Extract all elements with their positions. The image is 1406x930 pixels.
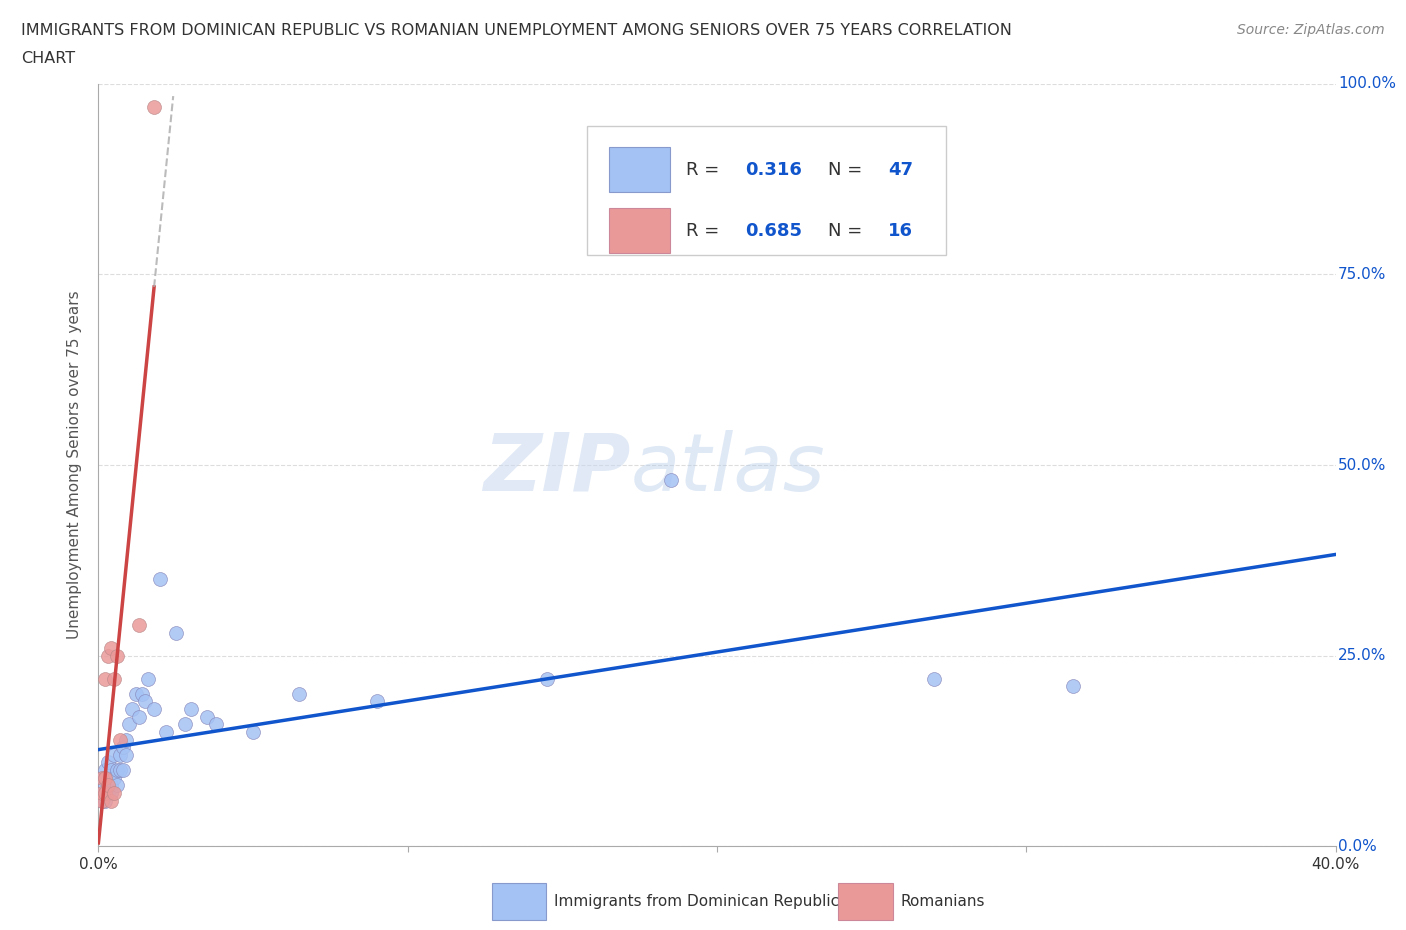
Point <box>134 694 156 709</box>
Point <box>90 770 112 785</box>
Point <box>536 671 558 686</box>
Point <box>105 648 128 663</box>
Point <box>100 793 122 808</box>
Point <box>143 100 166 114</box>
Point <box>97 777 120 792</box>
Text: R =: R = <box>686 161 725 179</box>
Point <box>93 786 115 801</box>
Point <box>149 572 172 587</box>
Point <box>90 793 112 808</box>
Point <box>112 739 135 754</box>
Y-axis label: Unemployment Among Seniors over 75 years: Unemployment Among Seniors over 75 years <box>67 291 83 639</box>
Point <box>131 686 153 701</box>
Text: 47: 47 <box>887 161 912 179</box>
Point <box>922 671 945 686</box>
Text: 75.0%: 75.0% <box>1339 267 1386 282</box>
Point <box>105 777 128 792</box>
Point <box>93 786 115 801</box>
Point <box>100 777 122 792</box>
Point <box>180 701 202 716</box>
FancyBboxPatch shape <box>492 883 547 920</box>
FancyBboxPatch shape <box>609 208 671 253</box>
Text: Immigrants from Dominican Republic: Immigrants from Dominican Republic <box>554 894 839 909</box>
Text: 0.685: 0.685 <box>745 221 803 240</box>
Point <box>242 724 264 739</box>
Text: N =: N = <box>828 221 869 240</box>
Point <box>103 770 125 785</box>
Point <box>366 694 388 709</box>
Point <box>136 671 159 686</box>
Text: 0.0%: 0.0% <box>1339 839 1376 854</box>
FancyBboxPatch shape <box>609 147 671 193</box>
Text: 50.0%: 50.0% <box>1339 458 1386 472</box>
Point <box>93 770 115 785</box>
Point <box>97 786 120 801</box>
Point <box>288 686 311 701</box>
Point <box>1062 679 1084 694</box>
FancyBboxPatch shape <box>588 126 946 256</box>
Text: IMMIGRANTS FROM DOMINICAN REPUBLIC VS ROMANIAN UNEMPLOYMENT AMONG SENIORS OVER 7: IMMIGRANTS FROM DOMINICAN REPUBLIC VS RO… <box>21 23 1012 38</box>
Point <box>205 717 228 732</box>
Point <box>108 748 131 763</box>
Point <box>93 793 115 808</box>
Text: Romanians: Romanians <box>900 894 984 909</box>
FancyBboxPatch shape <box>838 883 893 920</box>
Point <box>93 770 115 785</box>
Point <box>165 625 187 640</box>
Point <box>100 641 122 656</box>
Point <box>90 786 112 801</box>
Text: ZIP: ZIP <box>484 430 630 508</box>
Point <box>103 786 125 801</box>
Text: N =: N = <box>828 161 869 179</box>
Point <box>105 763 128 777</box>
Point <box>100 786 122 801</box>
Text: Source: ZipAtlas.com: Source: ZipAtlas.com <box>1237 23 1385 37</box>
Point <box>143 701 166 716</box>
Point <box>97 770 120 785</box>
Point <box>659 472 682 487</box>
Point <box>97 755 120 770</box>
Point <box>90 770 112 785</box>
Point <box>93 671 115 686</box>
Point <box>93 763 115 777</box>
Text: 16: 16 <box>887 221 912 240</box>
Point <box>97 648 120 663</box>
Point <box>108 763 131 777</box>
Point <box>121 701 143 716</box>
Point <box>97 777 120 792</box>
Point <box>124 686 146 701</box>
Point <box>103 671 125 686</box>
Point <box>115 748 138 763</box>
Point <box>128 710 150 724</box>
Text: CHART: CHART <box>21 51 75 66</box>
Point <box>174 717 197 732</box>
Text: 100.0%: 100.0% <box>1339 76 1396 91</box>
Text: atlas: atlas <box>630 430 825 508</box>
Point <box>155 724 177 739</box>
Point <box>195 710 218 724</box>
Point <box>90 786 112 801</box>
Point <box>112 763 135 777</box>
Point <box>93 777 115 792</box>
Point <box>103 748 125 763</box>
Point <box>108 732 131 747</box>
Point <box>100 763 122 777</box>
Point <box>118 717 141 732</box>
Text: 25.0%: 25.0% <box>1339 648 1386 663</box>
Point <box>115 732 138 747</box>
Point <box>128 618 150 632</box>
Point <box>90 793 112 808</box>
Text: R =: R = <box>686 221 725 240</box>
Text: 0.316: 0.316 <box>745 161 803 179</box>
